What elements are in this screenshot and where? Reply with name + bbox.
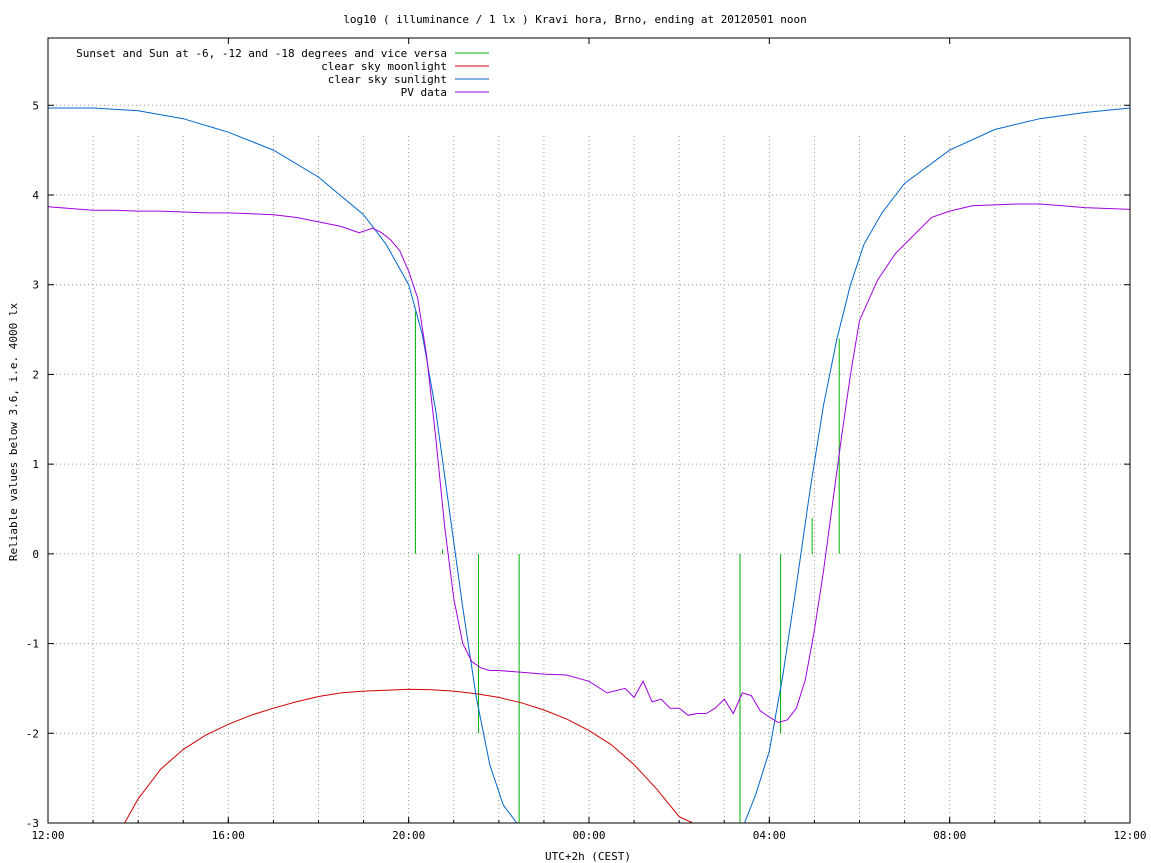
series-1 xyxy=(124,688,693,823)
y-axis-label: Reliable values below 3.6, i.e. 4000 lx xyxy=(7,302,20,561)
legend-label: PV data xyxy=(401,86,447,99)
y-tick-label: 5 xyxy=(32,99,39,112)
y-tick-label: 2 xyxy=(32,368,39,381)
axis-ticks: 12:00 16:00 20:00 00:00 04:00 08:00 12:00 5 4 3 2 1… xyxy=(26,38,1147,842)
legend-label: Sunset and Sun at -6, -12 and -18 degree… xyxy=(76,47,447,60)
legend: Sunset and Sun at -6, -12 and -18 degree… xyxy=(76,47,489,99)
y-tick-label: 4 xyxy=(32,189,39,202)
series-2 xyxy=(48,107,1130,823)
legend-label: clear sky moonlight xyxy=(321,60,447,73)
x-tick-label: 04:00 xyxy=(753,829,786,842)
chart-title: log10 ( illuminance / 1 lx ) Kravi hora,… xyxy=(343,13,807,26)
y-tick-label: 0 xyxy=(32,548,39,561)
x-tick-label: 00:00 xyxy=(572,829,605,842)
y-tick-label: 3 xyxy=(32,279,39,292)
x-tick-label: 12:00 xyxy=(31,829,64,842)
x-tick-label: 08:00 xyxy=(933,829,966,842)
series-line xyxy=(48,203,1130,724)
series-0 xyxy=(414,311,840,823)
plot-frame xyxy=(47,37,1131,824)
series-line xyxy=(48,107,1130,823)
y-tick-label: -3 xyxy=(26,817,39,830)
series-layer xyxy=(48,107,1130,823)
y-tick-label: -1 xyxy=(26,638,39,651)
y-tick-label: -2 xyxy=(26,727,39,740)
x-axis-label: UTC+2h (CEST) xyxy=(545,850,631,863)
x-tick-label: 20:00 xyxy=(392,829,425,842)
series-line xyxy=(124,688,693,823)
series-3 xyxy=(48,203,1130,724)
legend-label: clear sky sunlight xyxy=(328,73,447,86)
y-tick-label: 1 xyxy=(32,458,39,471)
x-tick-label: 12:00 xyxy=(1113,829,1146,842)
x-tick-label: 16:00 xyxy=(212,829,245,842)
